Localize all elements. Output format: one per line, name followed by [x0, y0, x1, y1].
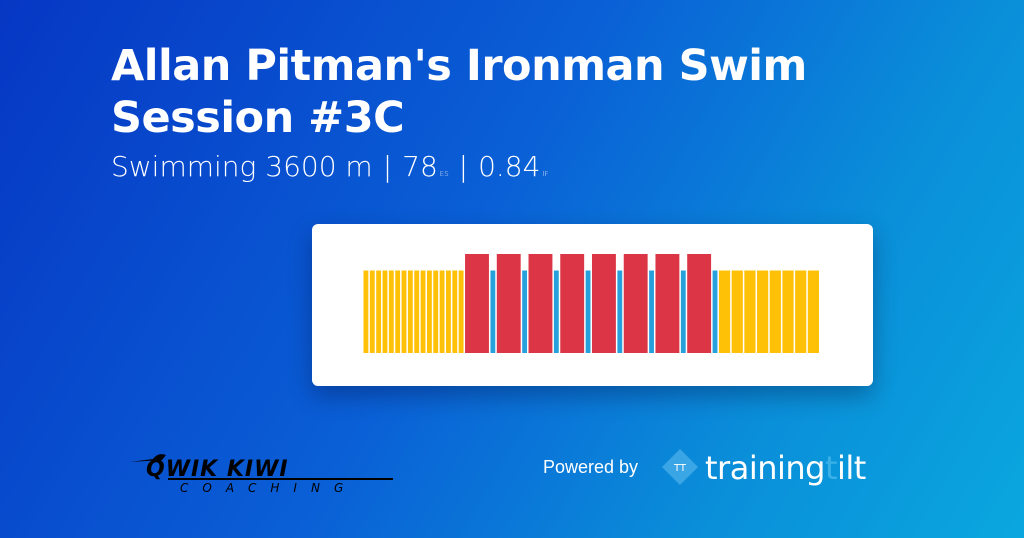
- svg-text:TT: TT: [673, 463, 687, 474]
- svg-text:trainingtilt: trainingtilt: [705, 449, 866, 487]
- interval-bar-hard: [623, 254, 648, 353]
- interval-bar-easy: [718, 270, 731, 353]
- if-value: 0.84: [478, 150, 541, 183]
- interval-bar-rest: [617, 270, 623, 353]
- trainingtilt-logo: TT trainingtilt: [662, 449, 866, 487]
- interval-bar-easy: [433, 270, 439, 353]
- interval-bar-easy: [795, 270, 807, 353]
- interval-bar-easy: [744, 270, 756, 353]
- interval-bar-easy: [769, 270, 781, 353]
- interval-bar-rest: [680, 270, 686, 353]
- interval-bar-rest: [712, 270, 718, 353]
- interval-bar-hard: [560, 254, 585, 353]
- interval-bar-easy: [807, 270, 819, 353]
- svg-text:COACHING: COACHING: [180, 481, 357, 495]
- interval-bar-easy: [757, 270, 769, 353]
- interval-bar-rest: [553, 270, 559, 353]
- interval-bar-easy: [426, 270, 432, 353]
- interval-bar-easy: [452, 270, 458, 353]
- interval-bar-hard: [687, 254, 712, 353]
- svg-text:QWIK KIWI: QWIK KIWI: [146, 457, 289, 482]
- interval-bar-easy: [414, 270, 420, 353]
- if-unit: IF: [542, 170, 549, 178]
- interval-bar-easy: [363, 270, 369, 353]
- interval-bar-easy: [458, 270, 464, 353]
- interval-bar-easy: [395, 270, 401, 353]
- interval-bar-easy: [376, 270, 382, 353]
- distance: 3600 m: [265, 150, 373, 183]
- es-unit: ES: [439, 170, 449, 178]
- interval-bar-rest: [522, 270, 528, 353]
- powered-by-label: Powered by: [543, 457, 639, 477]
- interval-bar-easy: [446, 270, 451, 353]
- interval-bar-hard: [496, 254, 521, 353]
- interval-bar-rest: [490, 270, 496, 353]
- interval-bar-rest: [649, 270, 654, 353]
- interval-bar-easy: [407, 270, 413, 353]
- interval-bar-hard: [655, 254, 680, 353]
- interval-bar-hard: [592, 254, 616, 353]
- interval-bar-easy: [369, 270, 375, 353]
- interval-bar-easy: [401, 270, 407, 353]
- workout-summary: Swimming 3600 m | 78 ES | 0.84 IF: [111, 150, 549, 183]
- interval-bar-easy: [382, 270, 388, 353]
- page-title: Allan Pitman's Ironman Swim Session #3C: [111, 41, 807, 143]
- qwik-kiwi-coaching-logo: QWIK KIWI COACHING: [130, 454, 393, 495]
- sport: Swimming: [111, 150, 257, 183]
- interval-bar-easy: [782, 270, 794, 353]
- workout-chart: [363, 254, 819, 353]
- interval-bar-easy: [731, 270, 743, 353]
- interval-bar-rest: [585, 270, 591, 353]
- interval-bar-hard: [528, 254, 553, 353]
- es-value: 78: [402, 150, 438, 183]
- interval-bar-easy: [439, 270, 445, 353]
- interval-bar-easy: [420, 270, 426, 353]
- interval-bar-hard: [465, 254, 489, 353]
- interval-bar-easy: [388, 270, 394, 353]
- workout-chart-card: [312, 224, 873, 386]
